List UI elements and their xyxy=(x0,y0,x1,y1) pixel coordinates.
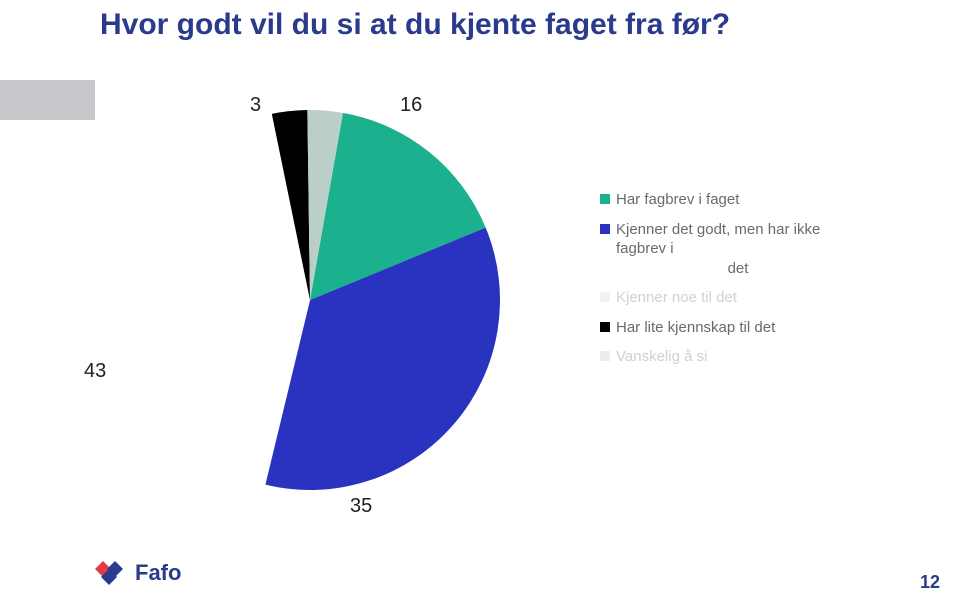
legend-label: Kjenner det godt, men har ikke fagbrev i… xyxy=(616,220,860,279)
legend-swatch xyxy=(600,194,610,204)
page-number: 12 xyxy=(920,572,940,593)
pie-value-label: 3 xyxy=(250,94,261,117)
legend-swatch xyxy=(600,292,610,302)
legend-swatch xyxy=(600,322,610,332)
legend-swatch xyxy=(600,351,610,361)
logo: Fafo xyxy=(95,559,181,587)
legend-swatch xyxy=(600,224,610,234)
pie-value-label: 43 xyxy=(84,360,106,383)
legend-label: Har lite kjennskap til det xyxy=(616,318,860,338)
page-title: Hvor godt vil du si at du kjente faget f… xyxy=(100,8,730,43)
legend-item: Har fagbrev i faget xyxy=(600,190,860,210)
fafo-logo-icon xyxy=(95,559,131,587)
side-stub xyxy=(0,80,95,120)
pie-value-label: 35 xyxy=(350,495,372,518)
legend-label: Kjenner noe til det xyxy=(616,288,860,308)
legend: Har fagbrev i faget Kjenner det godt, men… xyxy=(600,190,860,377)
legend-item: Kjenner noe til det xyxy=(600,288,860,308)
legend-label: Vanskelig å si xyxy=(616,347,860,367)
pie-value-label: 16 xyxy=(400,94,422,117)
logo-text: Fafo xyxy=(135,560,181,586)
legend-item: Vanskelig å si xyxy=(600,347,860,367)
legend-item: Har lite kjennskap til det xyxy=(600,318,860,338)
pie-chart: 1635433 xyxy=(110,100,510,500)
legend-item: Kjenner det godt, men har ikke fagbrev i… xyxy=(600,220,860,279)
legend-label: Har fagbrev i faget xyxy=(616,190,860,210)
